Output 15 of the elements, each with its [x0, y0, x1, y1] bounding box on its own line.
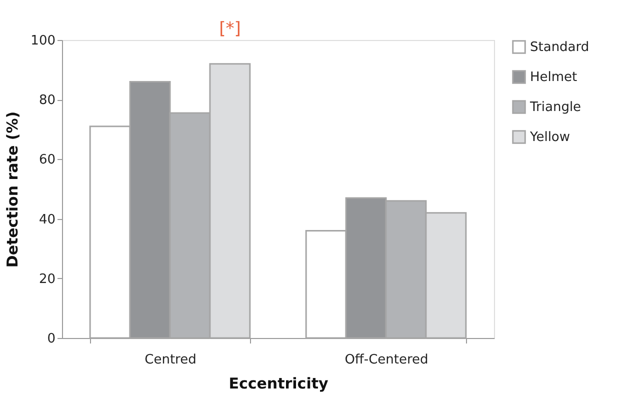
y-tick-label: 20 — [38, 272, 56, 287]
y-tick-label: 60 — [38, 152, 56, 168]
legend-label: Helmet — [530, 70, 578, 85]
x-tick-label: Centred — [144, 352, 196, 368]
y-tick-label: 0 — [47, 332, 56, 346]
legend-label: Yellow — [529, 130, 570, 145]
x-tick-label: Off-Centered — [344, 352, 428, 368]
y-tick-label: 40 — [38, 212, 56, 228]
text: [*] — [219, 19, 241, 39]
y-tick-label: 80 — [38, 93, 56, 108]
legend-label: Triangle — [529, 100, 582, 115]
y-tick-label: 100 — [30, 34, 56, 48]
legend-label: Standard — [530, 40, 590, 55]
x-axis-title: Eccentricity — [228, 374, 329, 392]
y-axis-title: Detection rate (%) — [4, 111, 22, 268]
